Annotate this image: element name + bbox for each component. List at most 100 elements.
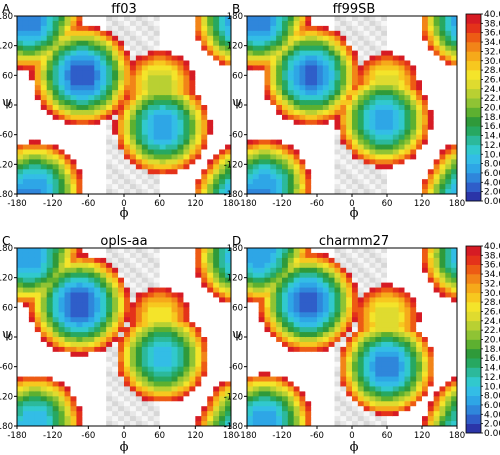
heatmap-cell [17,120,24,126]
heatmap-cell [82,302,89,308]
heatmap-cell [183,248,190,254]
heatmap-cell [387,258,393,264]
heatmap-cell [317,396,323,402]
heatmap-cell [178,70,185,76]
heatmap-cell [59,362,66,368]
heatmap-cell [305,317,311,323]
heatmap-cell [189,302,196,308]
heatmap-cell [410,159,416,165]
heatmap-cell [300,416,306,422]
heatmap-cell [364,125,370,131]
heatmap-cell [282,150,288,156]
heatmap-cell [282,21,288,27]
heatmap-cell [136,31,143,37]
heatmap-cell [130,110,137,116]
heatmap-cell [148,367,155,373]
x-tick-label: -120 [43,431,62,441]
heatmap-cell [53,293,60,299]
heatmap-cell [189,174,196,180]
heatmap-cell [94,105,101,111]
x-tick-label: 180 [449,199,465,209]
heatmap-cell [445,169,451,175]
heatmap-cell [160,273,167,279]
heatmap-cell [118,288,125,294]
heatmap-cell [41,150,48,156]
heatmap-cell [265,411,271,417]
heatmap-cell [405,115,411,121]
heatmap-cell [124,150,131,156]
heatmap-cell [124,95,131,101]
heatmap-cell [130,248,137,254]
heatmap-cell [259,179,265,185]
heatmap-cell [178,80,185,86]
heatmap-cell [47,342,54,348]
heatmap-cell [118,377,125,383]
heatmap-cell [82,307,89,313]
heatmap-cell [130,56,137,62]
heatmap-cell [300,283,306,289]
heatmap-cell [434,125,440,131]
heatmap-cell [154,154,161,160]
heatmap-cell [65,31,72,37]
heatmap-cell [219,372,226,378]
heatmap-cell [294,307,300,313]
heatmap-cell [136,297,143,303]
heatmap-cell [335,125,341,131]
heatmap-cell [381,396,387,402]
heatmap-cell [219,411,226,417]
heatmap-cell [317,362,323,368]
heatmap-cell [381,61,387,67]
heatmap-cell [434,135,440,141]
heatmap-cell [183,401,190,407]
heatmap-cell [65,51,72,57]
heatmap-cell [201,347,208,353]
heatmap-cell [136,65,143,71]
heatmap-cell [346,248,352,254]
heatmap-cell [440,80,446,86]
heatmap-cell [399,288,405,294]
heatmap-cell [88,327,95,333]
heatmap-cell [166,391,173,397]
heatmap-cell [311,21,317,27]
heatmap-cell [65,263,72,269]
heatmap-cell [259,411,265,417]
heatmap-cell [207,41,214,47]
heatmap-cell [142,31,149,37]
heatmap-cell [88,382,95,388]
heatmap-cell [172,105,179,111]
heatmap-cell [305,248,311,254]
heatmap-cell [207,322,214,328]
heatmap-cell [323,21,329,27]
heatmap-cell [178,145,185,151]
heatmap-cell [270,357,276,363]
heatmap-cell [317,115,323,121]
heatmap-cell [160,357,167,363]
heatmap-cell [329,377,335,383]
heatmap-cell [106,377,113,383]
heatmap-cell [405,332,411,338]
heatmap-cell [207,278,214,284]
heatmap-cell [219,347,226,353]
heatmap-cell [410,70,416,76]
heatmap-cell [213,297,220,303]
heatmap-cell [317,184,323,190]
heatmap-cell [213,258,220,264]
heatmap-cell [346,120,352,126]
heatmap-cell [387,41,393,47]
heatmap-cell [183,115,190,121]
heatmap-cell [399,391,405,397]
heatmap-cell [410,130,416,136]
heatmap-cell [247,105,253,111]
heatmap-cell [305,61,311,67]
heatmap-cell [364,372,370,378]
heatmap-cell [300,367,306,373]
heatmap-cell [393,174,399,180]
heatmap-cell [329,322,335,328]
heatmap-cell [346,100,352,106]
heatmap-cell [311,46,317,52]
heatmap-cell [393,159,399,165]
heatmap-cell [270,174,276,180]
heatmap-cell [253,416,259,422]
heatmap-cell [346,135,352,141]
heatmap-cell [160,95,167,101]
